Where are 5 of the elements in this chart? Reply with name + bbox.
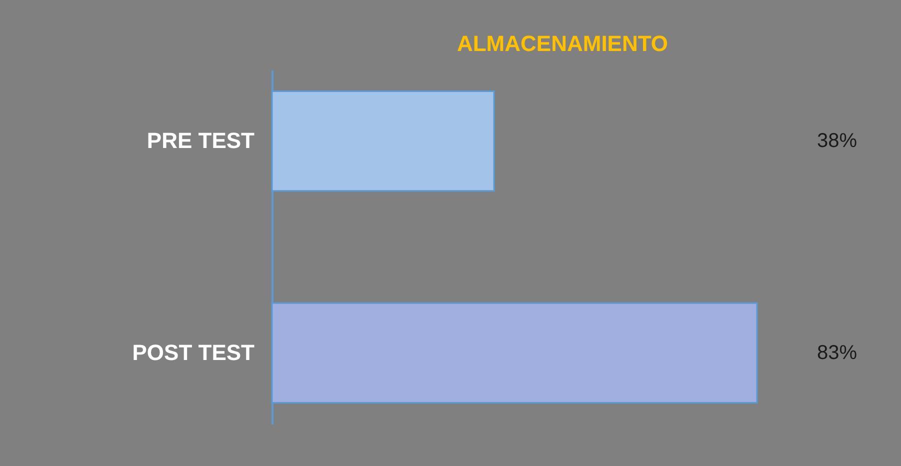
data-label: 83% bbox=[817, 342, 858, 364]
y-tick-label: PRE TEST bbox=[146, 128, 256, 154]
y-tick-label: POST TEST bbox=[132, 340, 256, 365]
chart-title: ALMACENAMIENTO bbox=[456, 31, 668, 56]
data-label: 38% bbox=[817, 130, 858, 152]
